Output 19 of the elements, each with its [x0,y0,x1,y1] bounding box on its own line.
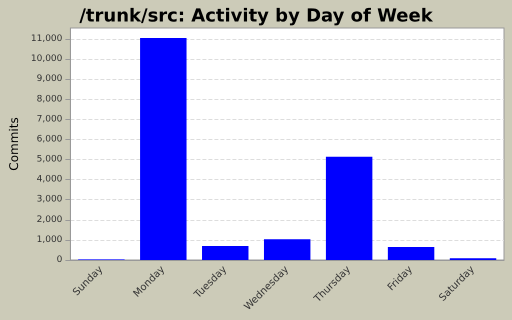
y-axis-title: Commits [7,117,21,171]
y-tick-label: 1,000 [36,234,63,245]
y-tick-label: 9,000 [36,74,63,84]
y-tick-label: 4,000 [36,174,63,185]
y-tick-label: 6,000 [36,134,63,144]
bar [140,38,187,260]
y-tick-label: 2,000 [36,214,63,225]
y-tick-label: 0 [56,255,63,265]
chart-title: /trunk/src: Activity by Day of Week [79,6,434,26]
y-tick-label: 8,000 [36,94,63,104]
y-tick-label: 11,000 [30,34,63,44]
bar [202,246,248,260]
bar [264,239,310,260]
y-tick-label: 3,000 [36,194,63,205]
bar [326,156,372,260]
y-tick-label: 5,000 [36,154,63,165]
y-tick-label: 10,000 [30,54,63,64]
y-tick-label: 7,000 [36,114,63,124]
bar [388,246,434,260]
